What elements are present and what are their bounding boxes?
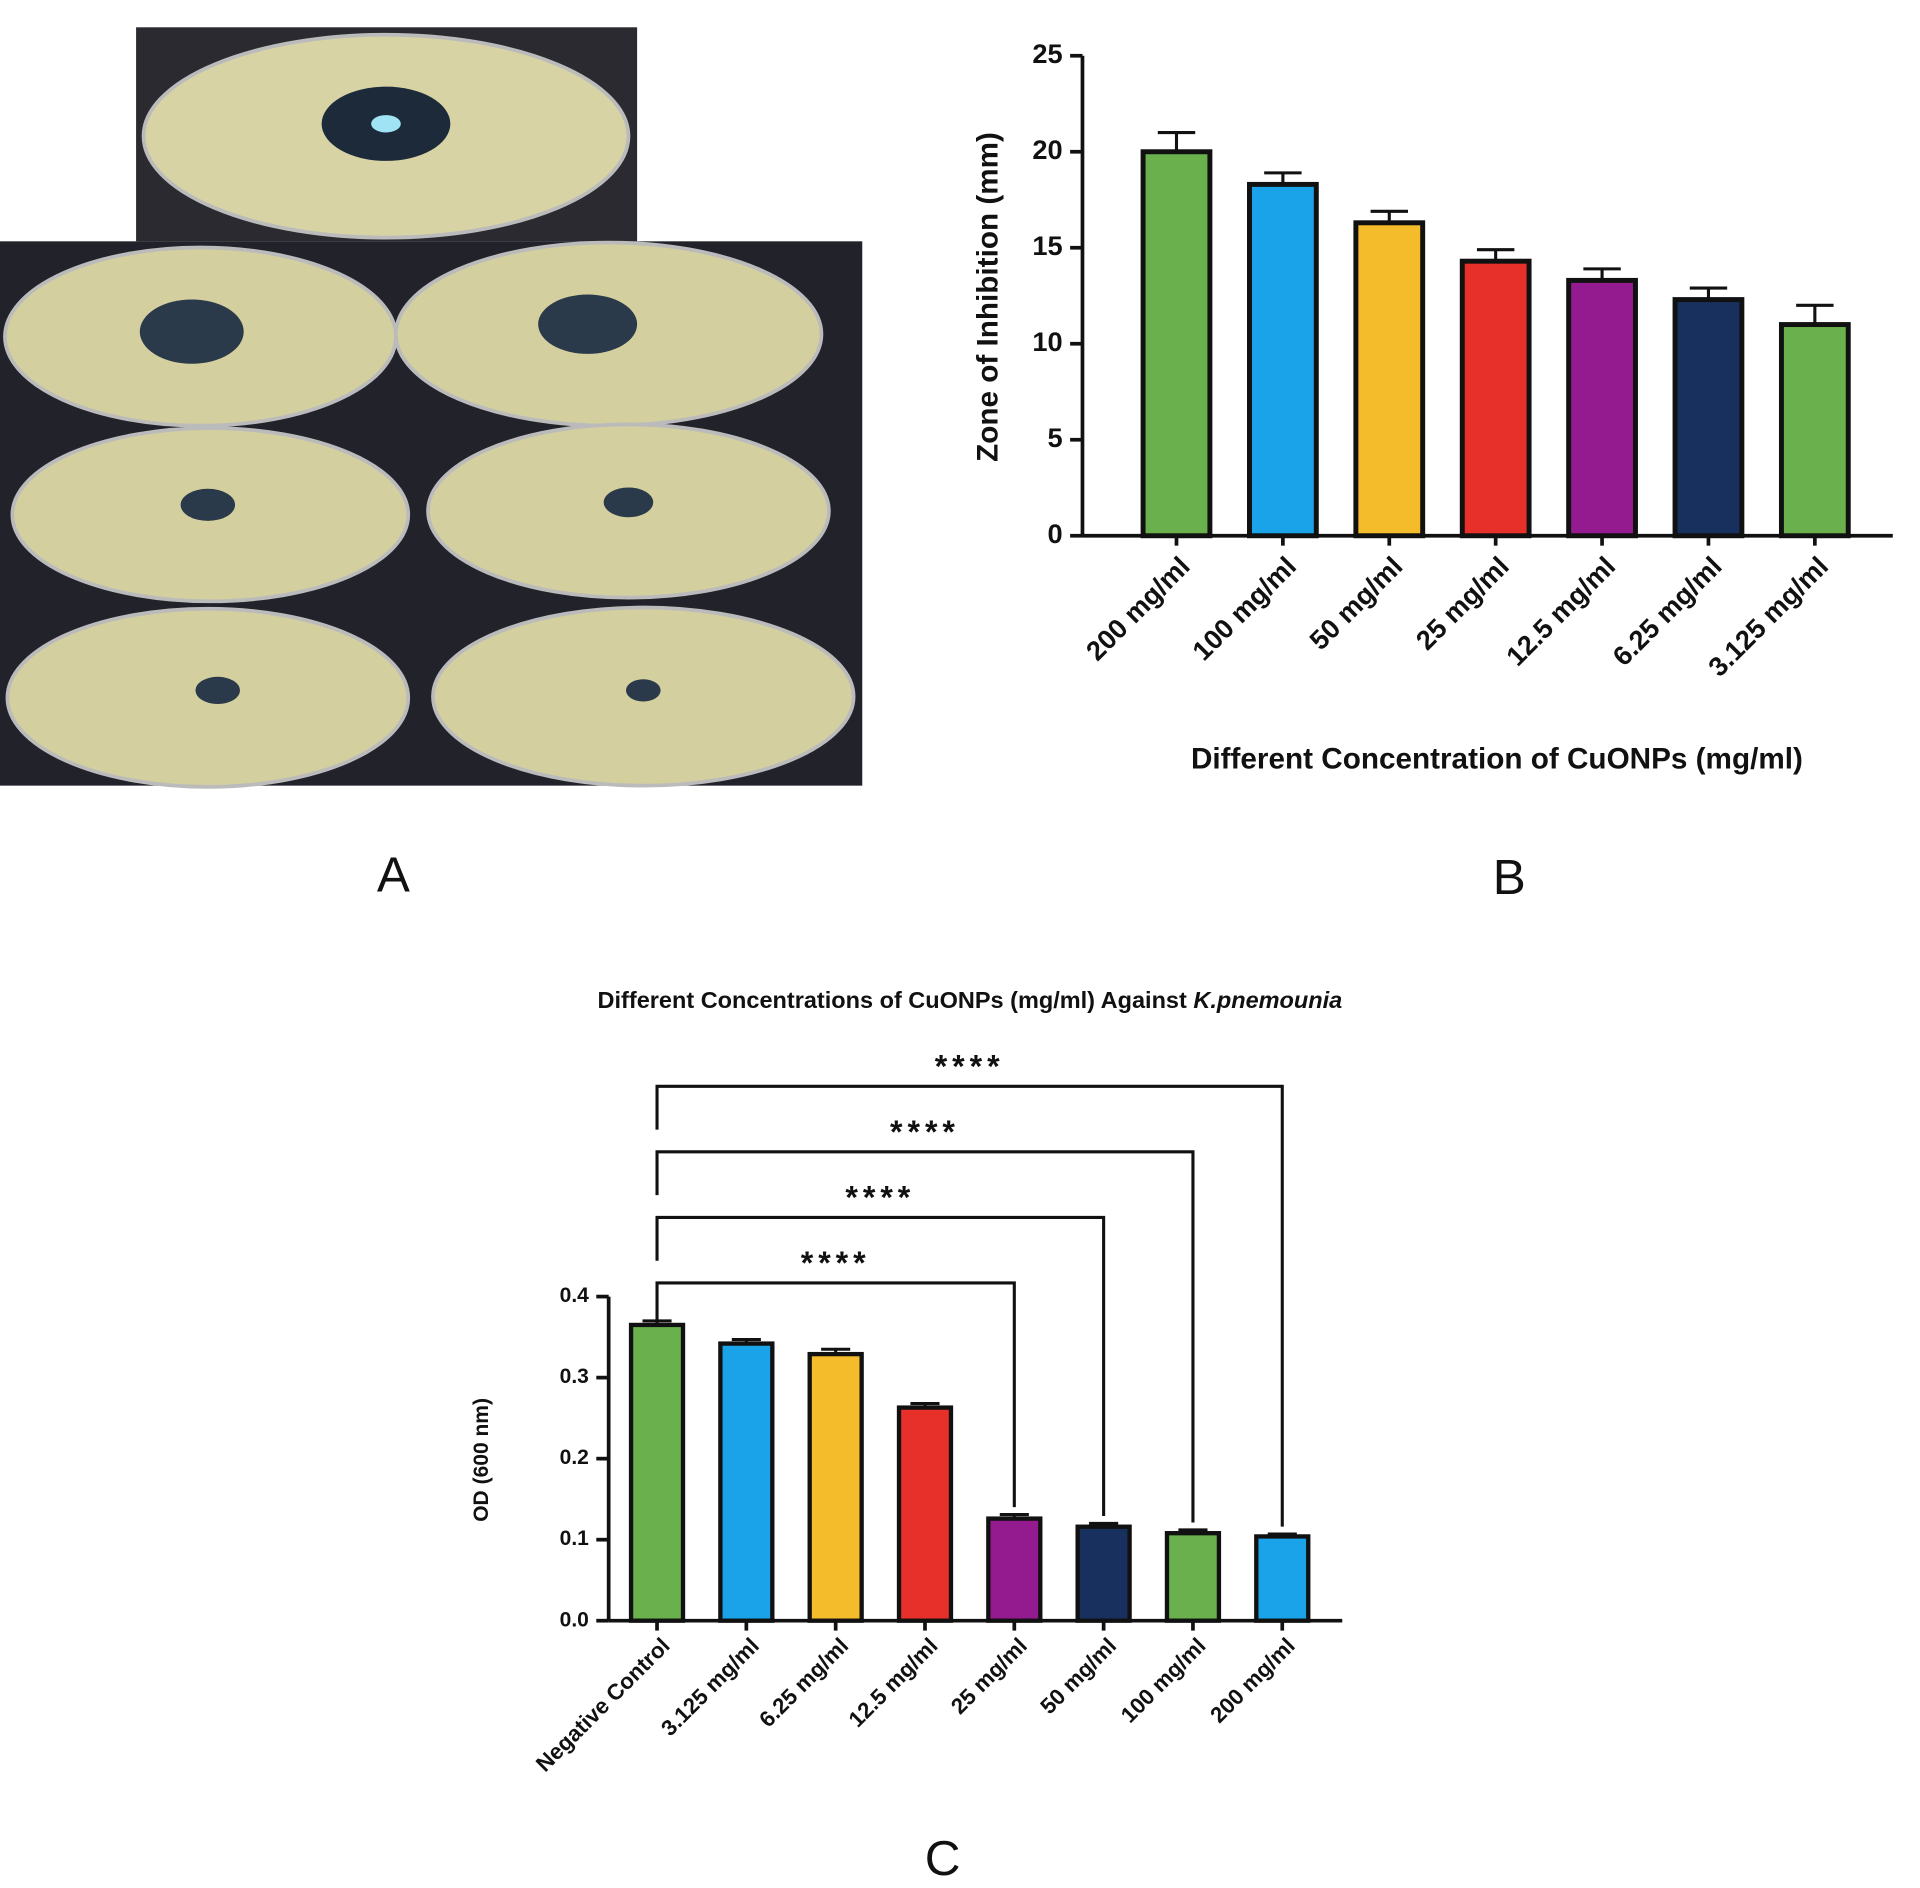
y-tick-label: 0 (1048, 518, 1063, 549)
bar (1164, 1531, 1222, 1623)
bar (1566, 277, 1638, 539)
title-species: K.pnemounia (1193, 987, 1342, 1013)
title-text: Different Concentrations of CuONPs (mg/m… (598, 987, 1187, 1013)
y-tick-label: 25 (1032, 38, 1062, 69)
y-tick-label: 0.0 (560, 1608, 589, 1631)
inhibition-zone (625, 679, 661, 702)
y-tick-label: 0.3 (560, 1365, 589, 1388)
significance-label: **** (845, 1180, 915, 1216)
y-tick-label: 10 (1032, 326, 1062, 357)
inhibition-zone (139, 299, 244, 364)
significance-bracket (655, 1150, 1195, 1523)
significance-label: **** (801, 1245, 871, 1281)
panel-label: C (925, 1831, 961, 1886)
y-tick-label: 15 (1032, 230, 1062, 261)
significance-bracket (655, 1281, 1016, 1508)
y-tick-label: 0.4 (560, 1284, 590, 1307)
significance-label: **** (890, 1114, 960, 1150)
chart-title: Different Concentrations of CuONPs (mg/m… (598, 987, 1343, 1013)
x-tick-label: 25 mg/ml (946, 1633, 1032, 1719)
bar (718, 1341, 775, 1623)
x-tick-label: 200 mg/ml (1080, 550, 1196, 666)
photo-panel (0, 27, 863, 789)
x-tick-label: 200 mg/ml (1205, 1633, 1300, 1728)
x-tick-label: Negative Control (531, 1633, 675, 1777)
bar (1247, 181, 1319, 539)
inhibition-zone (538, 294, 638, 354)
bar (628, 1322, 686, 1623)
bar (807, 1351, 864, 1623)
x-tick-label: 12.5 mg/ml (844, 1633, 943, 1732)
significance-bracket (655, 1215, 1106, 1517)
x-tick-label: 12.5 mg/ml (1500, 550, 1621, 671)
bar (1778, 322, 1851, 539)
inhibition-zone (180, 488, 236, 521)
x-tick-label: 25 mg/ml (1410, 550, 1515, 655)
significance-label: **** (935, 1048, 1005, 1084)
y-tick-label: 20 (1032, 134, 1062, 165)
x-tick-label: 6.25 mg/ml (754, 1633, 853, 1732)
y-tick-label: 0.1 (560, 1527, 590, 1550)
significance-bracket (655, 1084, 1284, 1527)
x-tick-label: 50 mg/ml (1303, 550, 1408, 655)
x-tick-label: 100 mg/ml (1116, 1633, 1211, 1728)
bar (896, 1405, 954, 1623)
panel-label: B (1493, 850, 1526, 905)
y-tick-label: 5 (1048, 422, 1063, 453)
bar (1254, 1534, 1311, 1623)
bar (1353, 220, 1426, 539)
y-axis-label: Zone of Inhibition (mm) (972, 132, 1005, 462)
bar (1075, 1524, 1132, 1623)
bar (1140, 149, 1213, 539)
inhibition-zone (603, 487, 654, 518)
y-axis-label: OD (600 nm) (470, 1398, 493, 1522)
disc (371, 115, 401, 133)
inhibition-zone (195, 676, 240, 704)
y-tick-label: 0.2 (560, 1446, 589, 1469)
bar (986, 1516, 1043, 1623)
panel-label: A (377, 848, 410, 903)
bar (1672, 297, 1745, 539)
x-tick-label: 100 mg/ml (1186, 550, 1302, 666)
bar (1459, 258, 1532, 539)
x-axis-label: Different Concentration of CuONPs (mg/ml… (1191, 743, 1803, 776)
x-tick-label: 50 mg/ml (1035, 1633, 1121, 1719)
